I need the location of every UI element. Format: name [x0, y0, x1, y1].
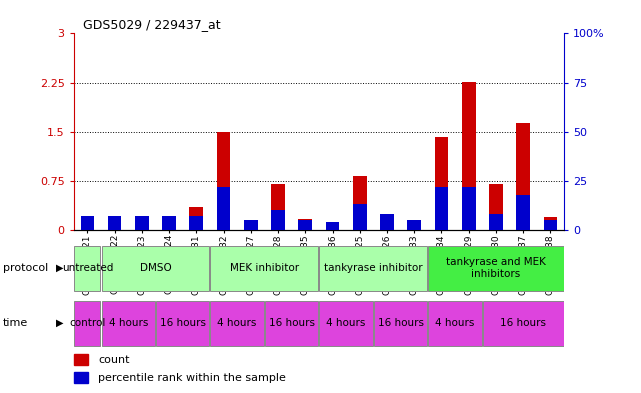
- Bar: [74, 301, 101, 346]
- Bar: [210, 246, 319, 291]
- Bar: [483, 301, 563, 346]
- Bar: [326, 227, 339, 230]
- Bar: [428, 301, 482, 346]
- Bar: [271, 184, 285, 230]
- Text: 16 hours: 16 hours: [378, 318, 424, 328]
- Text: 4 hours: 4 hours: [435, 318, 475, 328]
- Bar: [190, 207, 203, 230]
- Text: 4 hours: 4 hours: [108, 318, 148, 328]
- Text: tankyrase inhibitor: tankyrase inhibitor: [324, 263, 422, 273]
- Text: 4 hours: 4 hours: [326, 318, 366, 328]
- Text: count: count: [98, 354, 129, 365]
- Text: ▶: ▶: [56, 318, 64, 328]
- Text: 16 hours: 16 hours: [269, 318, 315, 328]
- Bar: [156, 301, 210, 346]
- Bar: [544, 220, 557, 230]
- Text: 4 hours: 4 hours: [217, 318, 257, 328]
- Text: protocol: protocol: [3, 263, 49, 273]
- Bar: [462, 82, 476, 230]
- Text: 16 hours: 16 hours: [500, 318, 546, 328]
- Text: MEK inhibitor: MEK inhibitor: [230, 263, 299, 273]
- Bar: [108, 217, 121, 230]
- Bar: [74, 246, 101, 291]
- Bar: [74, 354, 88, 365]
- Bar: [435, 187, 448, 230]
- Bar: [326, 222, 339, 230]
- Bar: [517, 123, 530, 230]
- Bar: [135, 216, 149, 230]
- Bar: [217, 132, 230, 230]
- Bar: [101, 246, 210, 291]
- Bar: [190, 216, 203, 230]
- Text: tankyrase and MEK
inhibitors: tankyrase and MEK inhibitors: [446, 257, 546, 279]
- Bar: [265, 301, 319, 346]
- Bar: [517, 195, 530, 230]
- Text: untreated: untreated: [62, 263, 113, 273]
- Bar: [74, 372, 88, 383]
- Bar: [81, 218, 94, 230]
- Bar: [319, 301, 373, 346]
- Bar: [108, 216, 121, 230]
- Bar: [374, 301, 428, 346]
- Bar: [299, 219, 312, 230]
- Bar: [462, 187, 476, 230]
- Bar: [408, 223, 421, 230]
- Bar: [162, 219, 176, 230]
- Bar: [271, 210, 285, 230]
- Bar: [489, 214, 503, 230]
- Bar: [162, 216, 176, 230]
- Bar: [380, 214, 394, 230]
- Bar: [544, 217, 557, 230]
- Bar: [428, 246, 563, 291]
- Text: percentile rank within the sample: percentile rank within the sample: [98, 373, 286, 383]
- Text: 16 hours: 16 hours: [160, 318, 206, 328]
- Bar: [435, 137, 448, 230]
- Bar: [217, 187, 230, 230]
- Bar: [408, 220, 421, 230]
- Text: control: control: [69, 318, 106, 328]
- Bar: [319, 246, 428, 291]
- Bar: [353, 204, 367, 230]
- Bar: [101, 301, 155, 346]
- Text: time: time: [3, 318, 28, 328]
- Bar: [244, 220, 258, 230]
- Bar: [353, 176, 367, 230]
- Text: GDS5029 / 229437_at: GDS5029 / 229437_at: [83, 18, 221, 31]
- Bar: [380, 218, 394, 230]
- Bar: [299, 220, 312, 230]
- Text: ▶: ▶: [56, 263, 64, 273]
- Bar: [489, 184, 503, 230]
- Bar: [210, 301, 264, 346]
- Bar: [81, 216, 94, 230]
- Text: DMSO: DMSO: [140, 263, 171, 273]
- Bar: [244, 223, 258, 230]
- Bar: [135, 219, 149, 230]
